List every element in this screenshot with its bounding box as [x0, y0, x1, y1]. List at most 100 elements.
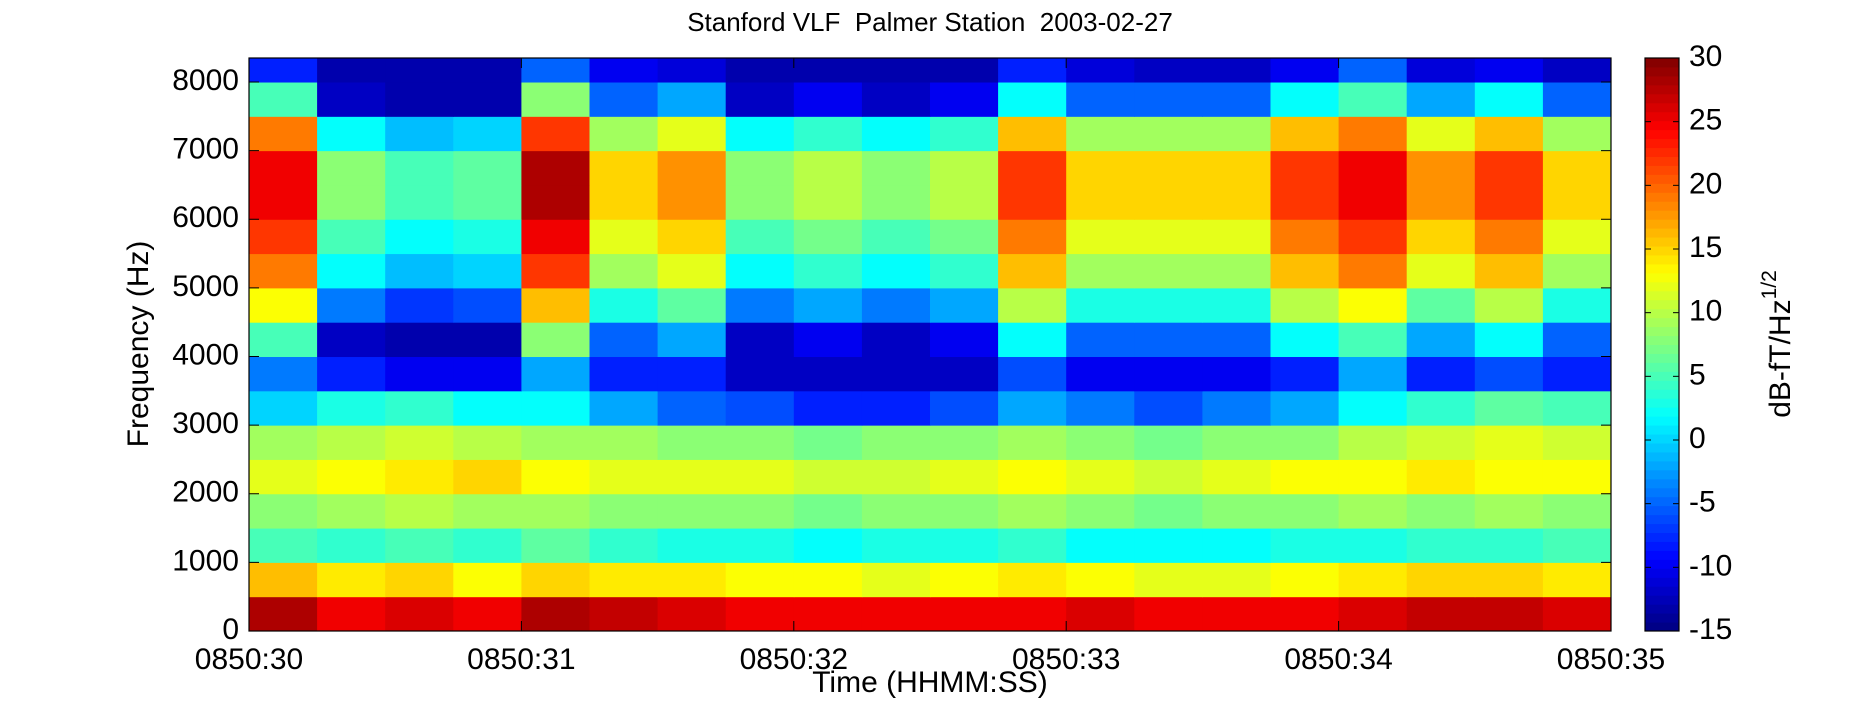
heatmap-cell: [521, 493, 590, 529]
heatmap-cell: [385, 116, 454, 152]
heatmap-cell: [1474, 596, 1544, 632]
heatmap-cell: [249, 528, 318, 563]
heatmap-cell: [589, 150, 659, 186]
heatmap-cell: [1066, 184, 1135, 220]
heatmap-cell: [1406, 184, 1476, 220]
heatmap-cell: [1066, 459, 1135, 495]
colorbar-swatch: [1645, 147, 1679, 157]
heatmap-cell: [930, 562, 999, 598]
heatmap-cell: [657, 562, 727, 598]
heatmap-cell: [1202, 253, 1271, 289]
heatmap-cell: [453, 150, 522, 186]
colorbar-swatch: [1645, 344, 1679, 354]
heatmap-cell: [1134, 562, 1203, 598]
colorbar-swatch: [1645, 102, 1679, 113]
heatmap-cell: [930, 287, 999, 323]
colorbar-swatch: [1645, 228, 1679, 238]
heatmap-cell: [998, 459, 1067, 495]
heatmap-cell: [1542, 562, 1612, 598]
heatmap-cell: [657, 253, 727, 289]
heatmap-cell: [1338, 150, 1408, 186]
heatmap-cell: [589, 459, 659, 495]
heatmap-cell: [998, 253, 1067, 289]
heatmap-cell: [249, 562, 318, 598]
heatmap-cell: [861, 459, 931, 495]
heatmap-cell: [998, 287, 1067, 323]
colorbar-swatch: [1645, 120, 1679, 131]
colorbar-swatch: [1645, 219, 1679, 229]
heatmap-cell: [1202, 322, 1271, 358]
heatmap-cell: [317, 184, 386, 220]
heatmap-cell: [657, 219, 727, 255]
heatmap-cell: [1474, 116, 1544, 152]
heatmap-cell: [1338, 116, 1408, 152]
heatmap-cell: [1134, 322, 1203, 358]
heatmap-cell: [1474, 390, 1544, 426]
heatmap-cell: [385, 253, 454, 289]
colorbar-swatch: [1645, 487, 1679, 498]
x-tick-label: 0850:31: [467, 643, 575, 676]
heatmap-cell: [385, 562, 454, 598]
heatmap-cell: [657, 493, 727, 529]
heatmap-cell: [385, 425, 454, 460]
colorbar-tick-label: 25: [1689, 104, 1722, 137]
heatmap-cell: [1406, 150, 1476, 186]
heatmap-cell: [861, 58, 931, 83]
heatmap-cell: [1066, 116, 1135, 152]
heatmap-cell: [793, 116, 863, 152]
heatmap-cell: [1338, 219, 1408, 255]
heatmap-cell: [317, 82, 386, 117]
heatmap-cell: [1406, 287, 1476, 323]
heatmap-cell: [521, 150, 590, 186]
heatmap-cell: [1338, 425, 1408, 460]
heatmap-cell: [998, 562, 1067, 598]
heatmap-cell: [657, 150, 727, 186]
heatmap-cell: [521, 287, 590, 323]
heatmap-cell: [930, 150, 999, 186]
colorbar-swatch: [1645, 335, 1679, 345]
heatmap-cell: [657, 82, 727, 117]
heatmap-cell: [249, 287, 318, 323]
heatmap-cell: [589, 528, 659, 563]
heatmap-cell: [385, 287, 454, 323]
colorbar-swatch: [1645, 425, 1679, 435]
heatmap-cell: [793, 528, 863, 563]
y-axis-label: Frequency (Hz): [122, 241, 155, 448]
heatmap-cell: [1134, 390, 1203, 426]
colorbar-swatch: [1645, 469, 1679, 480]
heatmap-cell: [861, 596, 931, 632]
heatmap-cell: [930, 596, 999, 632]
heatmap-cell: [589, 116, 659, 152]
heatmap-cell: [861, 425, 931, 460]
colorbar-swatch: [1645, 595, 1679, 605]
heatmap-cell: [861, 184, 931, 220]
heatmap-cell: [589, 596, 659, 632]
heatmap-cell: [1474, 425, 1544, 460]
heatmap-cell: [930, 219, 999, 255]
heatmap-cell: [861, 528, 931, 563]
heatmap-cell: [1542, 116, 1612, 152]
heatmap-cell: [793, 356, 863, 392]
heatmap-cell: [1338, 528, 1408, 563]
heatmap-cell: [725, 150, 795, 186]
heatmap-cell: [453, 219, 522, 255]
colorbar-swatch: [1645, 550, 1679, 560]
colorbar-tick-label: -5: [1689, 486, 1716, 519]
heatmap-cell: [249, 596, 318, 632]
heatmap-cell: [521, 596, 590, 632]
heatmap-cell: [793, 287, 863, 323]
heatmap-cell: [998, 82, 1067, 117]
heatmap-cell: [317, 562, 386, 598]
heatmap-cell: [1066, 82, 1135, 117]
heatmap-cell: [1270, 253, 1340, 289]
y-tick-label: 2000: [172, 476, 239, 509]
heatmap-cell: [657, 459, 727, 495]
heatmap-cell: [1542, 425, 1612, 460]
heatmap-cell: [1270, 184, 1340, 220]
heatmap-cell: [998, 184, 1067, 220]
heatmap-cell: [249, 184, 318, 220]
heatmap-cell: [521, 116, 590, 152]
colorbar-swatch: [1645, 407, 1679, 417]
heatmap-cell: [1134, 528, 1203, 563]
heatmap-cell: [453, 459, 522, 495]
